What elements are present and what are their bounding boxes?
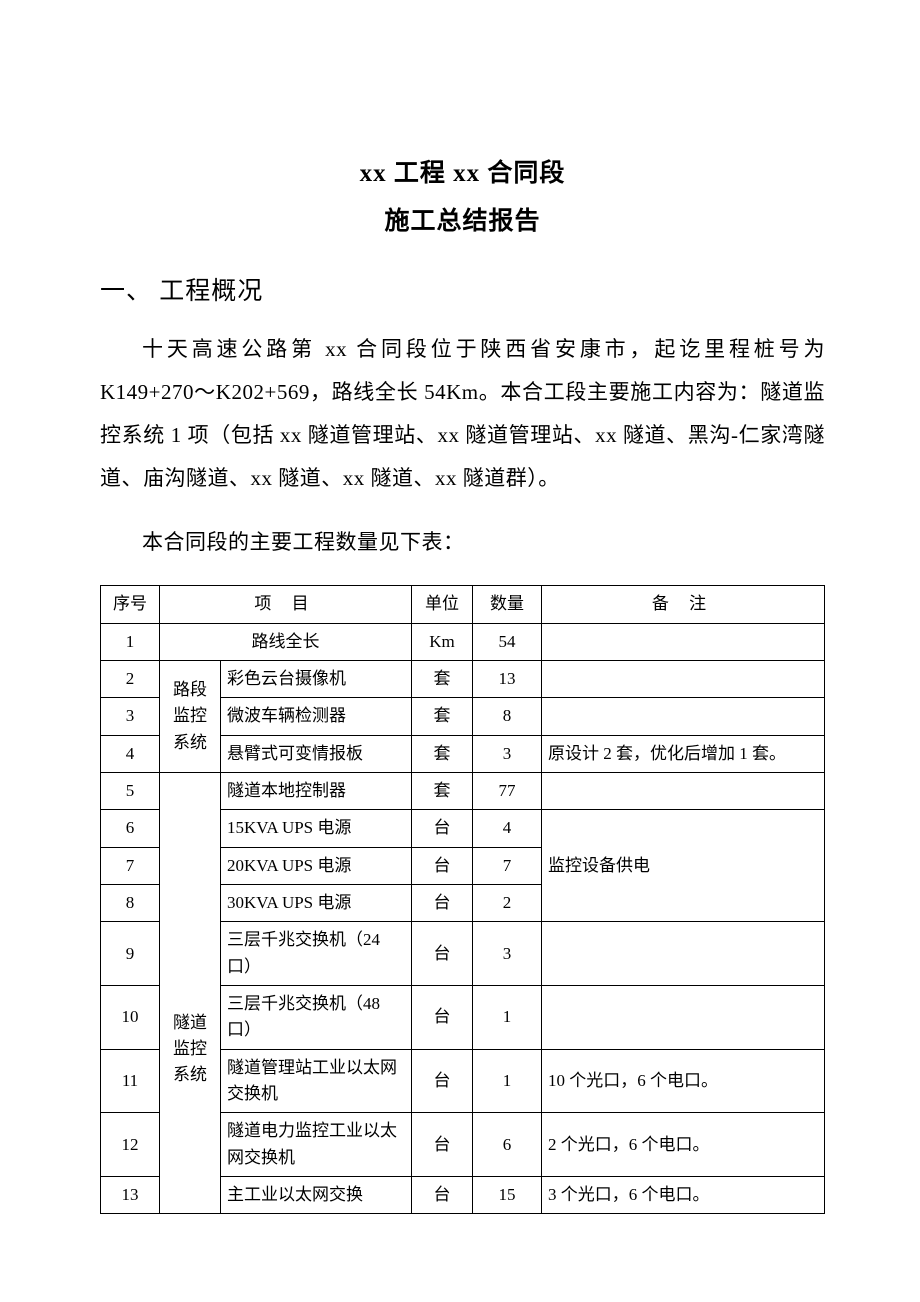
- quantities-table: 序号 项 目 单位 数量 备 注 1 路线全长 Km 54 2 路段监控系统 彩…: [100, 585, 825, 1214]
- document-page: xx 工程 xx 合同段 施工总结报告 一、 工程概况 十天高速公路第 xx 合…: [0, 0, 920, 1302]
- paragraph-overview: 十天高速公路第 xx 合同段位于陕西省安康市，起讫里程桩号为K149+270～K…: [100, 328, 825, 500]
- cell-group-b-mid: [160, 884, 221, 921]
- cell-group-a: 路段监控系统: [160, 660, 221, 772]
- cell-seq: 6: [101, 810, 160, 847]
- cell-note: 2 个光口，6 个电口。: [542, 1113, 825, 1177]
- cell-item: 20KVA UPS 电源: [221, 847, 412, 884]
- cell-note: [542, 623, 825, 660]
- paragraph-table-intro: 本合同段的主要工程数量见下表：: [100, 521, 825, 564]
- cell-note: [542, 698, 825, 735]
- cell-qty: 8: [473, 698, 542, 735]
- col-header-note: 备 注: [542, 586, 825, 623]
- table-row: 13 主工业以太网交换 台 15 3 个光口，6 个电口。: [101, 1177, 825, 1214]
- col-header-qty: 数量: [473, 586, 542, 623]
- cell-unit: 台: [412, 1113, 473, 1177]
- cell-item: 三层千兆交换机（24 口）: [221, 922, 412, 986]
- cell-seq: 5: [101, 772, 160, 809]
- cell-unit: 套: [412, 735, 473, 772]
- col-header-unit: 单位: [412, 586, 473, 623]
- doc-title-line2: 施工总结报告: [100, 198, 825, 246]
- doc-title-line1: xx 工程 xx 合同段: [100, 150, 825, 198]
- cell-unit: 台: [412, 986, 473, 1050]
- cell-seq: 2: [101, 660, 160, 697]
- cell-note: [542, 986, 825, 1050]
- cell-unit: 台: [412, 884, 473, 921]
- col-header-item: 项 目: [160, 586, 412, 623]
- cell-seq: 7: [101, 847, 160, 884]
- cell-qty: 1: [473, 1049, 542, 1113]
- cell-qty: 7: [473, 847, 542, 884]
- table-row: 9 三层千兆交换机（24 口） 台 3: [101, 922, 825, 986]
- cell-item: 三层千兆交换机（48 口）: [221, 986, 412, 1050]
- table-row: 2 路段监控系统 彩色云台摄像机 套 13: [101, 660, 825, 697]
- cell-item: 路线全长: [160, 623, 412, 660]
- cell-unit: Km: [412, 623, 473, 660]
- cell-qty: 2: [473, 884, 542, 921]
- cell-note: [542, 922, 825, 986]
- cell-group-b-mid: [160, 922, 221, 986]
- cell-seq: 4: [101, 735, 160, 772]
- cell-qty: 15: [473, 1177, 542, 1214]
- cell-note: [542, 772, 825, 809]
- table-header-row: 序号 项 目 单位 数量 备 注: [101, 586, 825, 623]
- cell-unit: 台: [412, 1049, 473, 1113]
- cell-unit: 台: [412, 1177, 473, 1214]
- cell-unit: 套: [412, 772, 473, 809]
- cell-item: 彩色云台摄像机: [221, 660, 412, 697]
- table-row: 6 15KVA UPS 电源 台 4 监控设备供电: [101, 810, 825, 847]
- cell-qty: 13: [473, 660, 542, 697]
- cell-unit: 台: [412, 922, 473, 986]
- cell-item: 主工业以太网交换: [221, 1177, 412, 1214]
- cell-seq: 12: [101, 1113, 160, 1177]
- cell-seq: 9: [101, 922, 160, 986]
- cell-group-b-top: [160, 772, 221, 809]
- cell-item: 悬臂式可变情报板: [221, 735, 412, 772]
- cell-qty: 6: [473, 1113, 542, 1177]
- col-header-seq: 序号: [101, 586, 160, 623]
- cell-note: 10 个光口，6 个电口。: [542, 1049, 825, 1113]
- cell-qty: 54: [473, 623, 542, 660]
- table-row: 10 隧道监控系统 三层千兆交换机（48 口） 台 1: [101, 986, 825, 1050]
- cell-note-merged: 监控设备供电: [542, 810, 825, 922]
- table-row: 1 路线全长 Km 54: [101, 623, 825, 660]
- cell-group-b-mid: [160, 810, 221, 847]
- section-1-heading: 一、 工程概况: [100, 271, 825, 307]
- cell-seq: 11: [101, 1049, 160, 1113]
- cell-unit: 台: [412, 810, 473, 847]
- cell-note: [542, 660, 825, 697]
- cell-seq: 8: [101, 884, 160, 921]
- cell-seq: 1: [101, 623, 160, 660]
- table-row: 5 隧道本地控制器 套 77: [101, 772, 825, 809]
- cell-qty: 3: [473, 922, 542, 986]
- cell-note: 3 个光口，6 个电口。: [542, 1177, 825, 1214]
- cell-seq: 13: [101, 1177, 160, 1214]
- table-row: 12 隧道电力监控工业以太网交换机 台 6 2 个光口，6 个电口。: [101, 1113, 825, 1177]
- cell-item: 隧道电力监控工业以太网交换机: [221, 1113, 412, 1177]
- cell-qty: 4: [473, 810, 542, 847]
- cell-group-b-mid: [160, 847, 221, 884]
- cell-group-b-bot: [160, 1177, 221, 1214]
- cell-unit: 套: [412, 660, 473, 697]
- cell-item: 15KVA UPS 电源: [221, 810, 412, 847]
- cell-unit: 台: [412, 847, 473, 884]
- cell-note: 原设计 2 套，优化后增加 1 套。: [542, 735, 825, 772]
- cell-item: 隧道本地控制器: [221, 772, 412, 809]
- cell-item: 30KVA UPS 电源: [221, 884, 412, 921]
- cell-unit: 套: [412, 698, 473, 735]
- cell-item: 微波车辆检测器: [221, 698, 412, 735]
- cell-qty: 3: [473, 735, 542, 772]
- cell-group-b-mid: [160, 1113, 221, 1177]
- cell-qty: 1: [473, 986, 542, 1050]
- cell-group-b-label: 隧道监控系统: [160, 986, 221, 1113]
- cell-item: 隧道管理站工业以太网交换机: [221, 1049, 412, 1113]
- cell-seq: 10: [101, 986, 160, 1050]
- cell-seq: 3: [101, 698, 160, 735]
- cell-qty: 77: [473, 772, 542, 809]
